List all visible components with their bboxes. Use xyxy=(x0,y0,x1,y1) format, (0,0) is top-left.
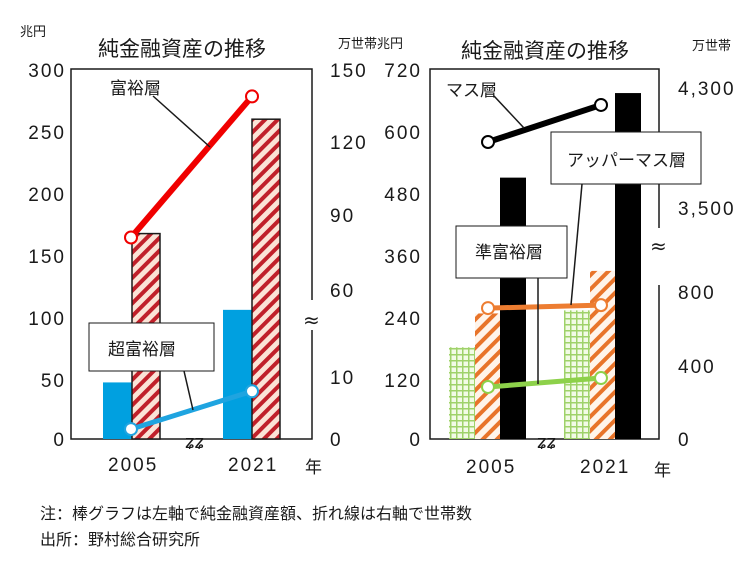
axis-tick-label: 120 xyxy=(330,133,368,154)
axis-tick-label: 720 xyxy=(384,61,422,82)
axis-tick-label: 0 xyxy=(409,430,422,451)
x-axis-unit: 年 xyxy=(654,461,671,481)
axis-tick-label: 150 xyxy=(330,61,368,82)
axis-tick-label: 3,500 xyxy=(678,199,736,220)
axis-tick-label: 10 xyxy=(330,368,355,389)
line-point xyxy=(481,379,495,394)
callout-line xyxy=(183,370,194,411)
x-tick: 2005 xyxy=(108,455,158,476)
axis-tick-label: 480 xyxy=(384,185,422,206)
axis-tick-label: 150 xyxy=(28,247,66,268)
chart-right: 兆円 万世帯 純金融資産の推移 ≈ ʑʑ 720 600 480 360 240 120 0… xyxy=(377,37,736,481)
line-semi-wealthy xyxy=(487,375,602,390)
bar-wealthy xyxy=(251,118,281,440)
axis-break-icon: ≈ xyxy=(303,308,320,332)
axis-tick-label: 100 xyxy=(28,309,66,330)
left-axis-unit: 兆円 xyxy=(377,37,403,52)
line-point xyxy=(594,97,608,112)
line-upper-mass xyxy=(487,302,602,311)
x-tick: 2021 xyxy=(228,455,278,476)
label-mass: マス層 xyxy=(446,81,497,101)
axis-break-icon: ≈ xyxy=(650,234,667,258)
axis-tick-label: 400 xyxy=(678,357,716,378)
axis-tick-label: 0 xyxy=(330,430,343,451)
line-wealthy xyxy=(128,94,255,240)
label-box xyxy=(455,225,568,279)
callout-line xyxy=(570,183,583,306)
callout-line xyxy=(493,95,525,129)
axis-break-icon: ʑʑ xyxy=(185,432,204,453)
axis-tick-label: 120 xyxy=(384,371,422,392)
label-wealthy: 富裕層 xyxy=(110,79,161,99)
axis-break-icon: ʑʑ xyxy=(537,432,556,453)
bar-ultra-wealthy xyxy=(223,309,252,439)
axis-tick-label: 250 xyxy=(28,123,66,144)
right-axis-unit: 万世帯 xyxy=(692,39,731,54)
axis-tick-label: 800 xyxy=(678,283,716,304)
line-point xyxy=(481,301,495,316)
axis-tick-label: 60 xyxy=(330,281,355,302)
axis-tick-label: 300 xyxy=(28,61,66,82)
axis-tick-label: 600 xyxy=(384,123,422,144)
line-point xyxy=(594,298,608,313)
label-box xyxy=(550,131,702,185)
source-note: 出所：野村総合研究所 xyxy=(40,530,201,549)
axis-tick-label: 0 xyxy=(53,430,66,451)
label-box xyxy=(88,322,215,372)
line-point xyxy=(124,422,138,437)
line-point xyxy=(481,135,495,149)
line-ultra-wealthy xyxy=(130,388,253,432)
line-point xyxy=(245,89,259,104)
x-axis-unit: 年 xyxy=(305,458,322,478)
label-upper-mass: アッパーマス層 xyxy=(567,151,686,171)
line-point xyxy=(245,384,259,399)
plot-frame xyxy=(70,68,313,440)
bar-upper-mass xyxy=(475,313,501,439)
axis-tick-label: 200 xyxy=(28,185,66,206)
chart-left: 兆円 万世帯 純金融資産の推移 ≈ ʑʑ 300250200150100500 … xyxy=(20,25,377,478)
axis-tick-label: 90 xyxy=(330,206,355,227)
line-mass xyxy=(487,102,602,145)
axis-tick-label: 50 xyxy=(41,371,66,392)
footnote: 注：棒グラフは左軸で純金融資産額、折れ線は右軸で世帯数 xyxy=(40,504,473,523)
line-point xyxy=(594,371,608,386)
right-axis-unit: 万世帯 xyxy=(338,37,377,52)
axis-tick-label: 4,300 xyxy=(678,79,736,100)
axis-tick-label: 240 xyxy=(384,309,422,330)
bar-semi-wealthy xyxy=(564,310,590,439)
axis-tick-label: 0 xyxy=(678,430,691,451)
axis-tick-label: 360 xyxy=(384,247,422,268)
line-point xyxy=(124,230,138,245)
label-semi-wealthy: 準富裕層 xyxy=(475,243,543,263)
chart-title: 純金融資産の推移 xyxy=(461,39,629,63)
label-ultra-wealthy: 超富裕層 xyxy=(108,340,176,360)
x-tick: 2021 xyxy=(580,457,630,478)
callout-line xyxy=(152,95,211,148)
bar-semi-wealthy xyxy=(449,347,475,439)
chart-title: 純金融資産の推移 xyxy=(98,37,266,61)
left-axis-unit: 兆円 xyxy=(20,25,46,40)
bar-upper-mass xyxy=(590,270,616,439)
x-tick: 2005 xyxy=(466,457,516,478)
